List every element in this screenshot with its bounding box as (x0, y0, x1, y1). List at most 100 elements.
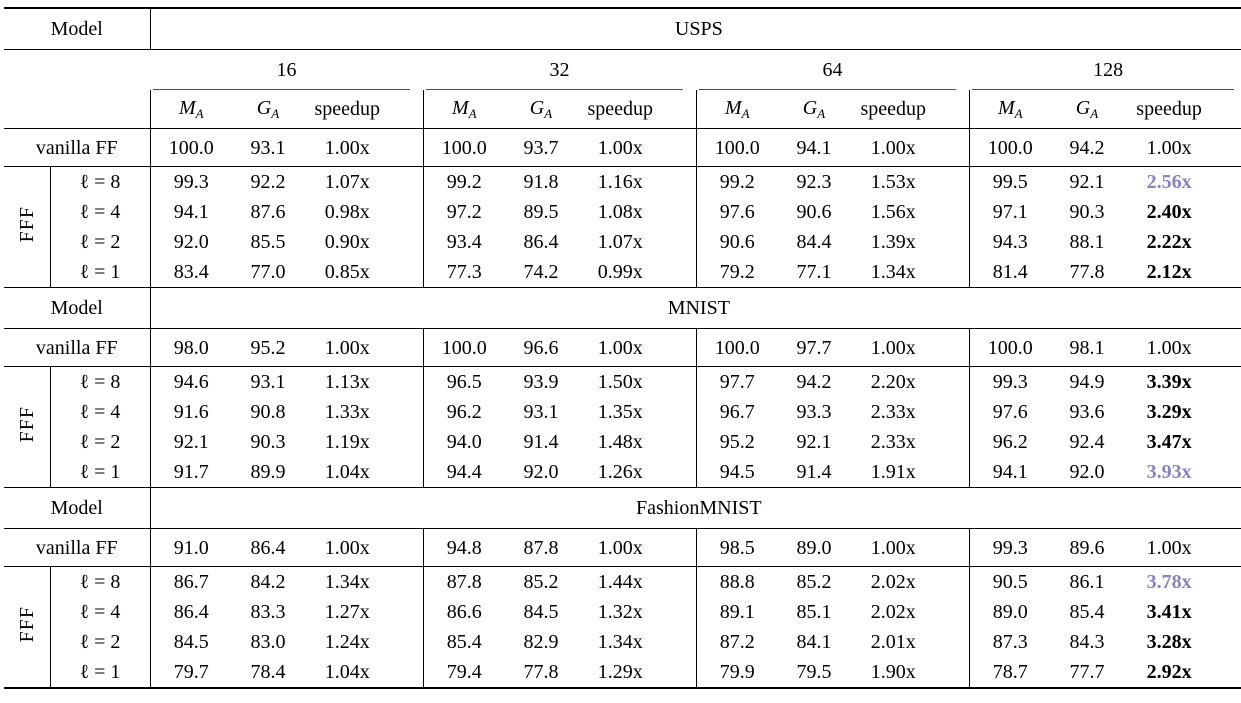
metric-header-base: M (997, 96, 1015, 119)
row-label: ℓ = 4 (49, 197, 150, 227)
metric-value: 92.1 (149, 427, 232, 457)
metric-value: 87.3 (968, 627, 1051, 657)
metric-value: 96.7 (695, 397, 778, 427)
speedup-value: 1.19x (324, 431, 370, 453)
speedup-value: 1.33x (324, 401, 370, 423)
metric-value: 92.0 (149, 227, 232, 257)
metric-value: 91.6 (149, 397, 232, 427)
metric-header: MA (149, 90, 232, 129)
speedup-value: 1.90x (850, 657, 969, 689)
speedup-value: 1.07x (597, 231, 643, 253)
metric-header: GA (232, 90, 304, 129)
widths-row: 16 32 64 128 (4, 50, 1241, 90)
speedup-value: 1.26x (577, 457, 696, 488)
metric-value: 92.0 (1051, 457, 1123, 488)
metric-value: 94.3 (968, 227, 1051, 257)
speedup-value: 2.12x (1123, 257, 1241, 288)
speedup-value: 1.50x (597, 371, 643, 393)
metric-value: 77.1 (778, 257, 850, 288)
speedup-value: 1.34x (324, 571, 370, 593)
speedup-value: 3.93x (1123, 457, 1241, 488)
metric-value: 94.1 (149, 197, 232, 227)
metric-header: speedup (577, 90, 696, 129)
model-row: Model USPS (4, 7, 1241, 50)
metric-value: 94.2 (1051, 128, 1123, 167)
results-table: Model USPS 16 32 64 128 MA GA speedup MA GA speedup… (4, 7, 1241, 689)
metric-header-sub: A (468, 105, 477, 121)
metric-value: 87.8 (422, 566, 505, 597)
width-group-label: 64 (822, 59, 843, 81)
metric-value: 85.5 (250, 231, 286, 253)
speedup-value: 1.08x (597, 201, 643, 223)
vanilla-row-label: vanilla FF (4, 128, 150, 167)
model-column-header: Model (4, 7, 151, 50)
metric-value: 81.4 (968, 257, 1051, 288)
metric-value: 84.1 (796, 631, 832, 653)
model-row: Model MNIST (4, 287, 1241, 329)
speedup-value: 3.39x (1146, 371, 1192, 393)
metric-value: 79.9 (695, 657, 778, 689)
metric-value: 89.0 (778, 528, 850, 567)
metric-header: speedup (1123, 90, 1241, 129)
metric-value: 99.3 (968, 528, 1051, 567)
metric-value: 78.7 (968, 657, 1051, 689)
speedup-value: 1.04x (304, 657, 423, 689)
metric-value: 93.4 (422, 227, 505, 257)
metric-value: 97.6 (695, 197, 778, 227)
vanilla-row-label: vanilla FF (4, 328, 150, 367)
speedup-value: 1.39x (870, 231, 916, 253)
row-label: ℓ = 8 (49, 166, 150, 197)
fff-row: ℓ = 2 84.5 83.0 1.24x 85.4 82.9 1.34x 87.2 84.1 2… (4, 627, 1241, 657)
metric-value: 97.6 (968, 397, 1051, 427)
metric-value: 97.7 (778, 328, 850, 367)
metric-value: 93.3 (796, 401, 832, 423)
metric-header: GA (778, 90, 850, 129)
metric-value: 83.0 (250, 631, 286, 653)
metric-value: 100.0 (968, 328, 1051, 367)
fff-row: ℓ = 4 94.1 87.6 0.98x 97.2 89.5 1.08x 97.6 90.6 1… (4, 197, 1241, 227)
metric-value: 85.4 (1069, 601, 1105, 623)
row-label: ℓ = 1 (49, 457, 150, 488)
metric-value: 91.4 (523, 431, 559, 453)
spacer-cell (4, 90, 150, 129)
metric-value: 84.3 (1069, 631, 1105, 653)
speedup-value: 1.53x (870, 171, 916, 193)
speedup-value: 2.33x (870, 431, 916, 453)
speedup-value: 0.98x (324, 201, 370, 223)
metric-value: 94.4 (422, 457, 505, 488)
speedup-value: 2.56x (1146, 171, 1192, 193)
width-group-header: 16 (150, 50, 423, 90)
width-group-label: 16 (276, 59, 297, 81)
metric-value: 85.2 (796, 571, 832, 593)
fff-row: FFF ℓ = 8 99.3 92.2 1.07x 99.2 91.8 1.16x 99.2 92… (4, 166, 1241, 288)
metric-value: 84.4 (796, 231, 832, 253)
fff-group-label: FFF (15, 406, 38, 443)
model-column-header: Model (4, 487, 151, 529)
metric-header: MA (695, 90, 778, 129)
speedup-value: 1.00x (850, 328, 969, 367)
metric-header: speedup (850, 90, 969, 129)
metric-value: 90.5 (968, 566, 1051, 597)
fff-row: ℓ = 1 83.4 77.0 0.85x 77.3 74.2 0.99x 79.2 77.1 1… (4, 257, 1241, 288)
dataset-title: MNIST (150, 287, 1241, 329)
cmidrule (972, 89, 1235, 90)
metric-header: MA (968, 90, 1051, 129)
metric-value: 94.1 (968, 457, 1051, 488)
metric-value: 99.3 (149, 166, 232, 197)
metric-value: 87.8 (505, 528, 577, 567)
speedup-value: 0.85x (304, 257, 423, 288)
metric-value: 91.7 (149, 457, 232, 488)
metric-value: 90.3 (1069, 201, 1105, 223)
metric-header-base: M (724, 96, 742, 119)
speedup-value: 1.24x (324, 631, 370, 653)
speedup-value: 0.90x (324, 231, 370, 253)
metric-header-base: speedup (587, 98, 654, 120)
row-label: ℓ = 2 (49, 227, 150, 257)
metric-value: 95.2 (695, 427, 778, 457)
width-group-header: 32 (423, 50, 696, 90)
metric-value: 92.2 (250, 171, 286, 193)
metric-value: 96.6 (505, 328, 577, 367)
speedup-value: 3.78x (1146, 571, 1192, 593)
metric-value: 93.1 (232, 128, 304, 167)
speedup-value: 1.48x (597, 431, 643, 453)
